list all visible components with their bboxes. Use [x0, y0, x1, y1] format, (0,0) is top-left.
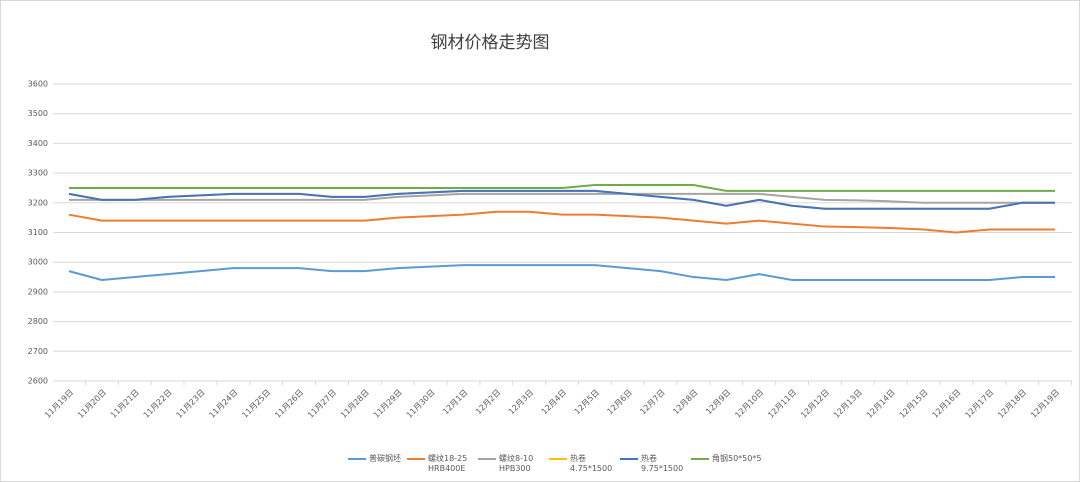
legend-label: 角钢50*50*5 — [712, 454, 762, 463]
legend-item: 螺纹8-10 HPB300 — [478, 454, 543, 474]
legend-item: 热卷4.75*1500 — [549, 454, 614, 474]
legend-swatch — [407, 458, 425, 460]
legend-swatch — [549, 458, 567, 460]
legend-label: 普碳钢坯 — [369, 454, 401, 463]
series-line — [69, 192, 1055, 204]
y-tick-label: 2800 — [28, 317, 48, 326]
legend-swatch — [478, 458, 496, 460]
y-tick-label: 3500 — [28, 109, 48, 118]
y-tick-label: 3300 — [28, 169, 48, 178]
legend-label: 螺纹8-10 HPB300 — [499, 454, 534, 473]
y-tick-label: 3100 — [28, 228, 48, 237]
legend: 普碳钢坯 螺纹18-25 HRB400E 螺纹8-10 HPB300 热卷4.75*1… — [348, 454, 761, 474]
legend-item: 角钢50*50*5 — [691, 454, 761, 474]
legend-label: 热卷4.75*1500 — [570, 454, 613, 473]
y-tick-label: 2600 — [28, 377, 48, 386]
series-line — [69, 183, 1055, 192]
y-tick-label: 3000 — [28, 258, 48, 267]
legend-item: 螺纹18-25 HRB400E — [407, 454, 472, 474]
legend-swatch — [620, 458, 638, 460]
y-tick-label: 3400 — [28, 139, 48, 148]
legend-swatch — [348, 458, 366, 460]
legend-item: 普碳钢坯 — [348, 454, 401, 474]
series-line — [68, 210, 1055, 234]
y-tick-label: 3600 — [28, 80, 48, 89]
series-line — [68, 264, 1055, 282]
legend-item: 热卷9.75*1500 — [620, 454, 685, 474]
legend-label: 热卷9.75*1500 — [641, 454, 684, 473]
y-tick-label: 2700 — [28, 347, 48, 356]
y-tick-label: 2900 — [28, 287, 48, 296]
legend-swatch — [691, 458, 709, 460]
legend-label: 螺纹18-25 HRB400E — [428, 454, 468, 473]
chart-title: 钢材价格走势图 — [431, 33, 550, 53]
y-tick-label: 3200 — [28, 198, 48, 207]
series-line — [68, 189, 1055, 210]
